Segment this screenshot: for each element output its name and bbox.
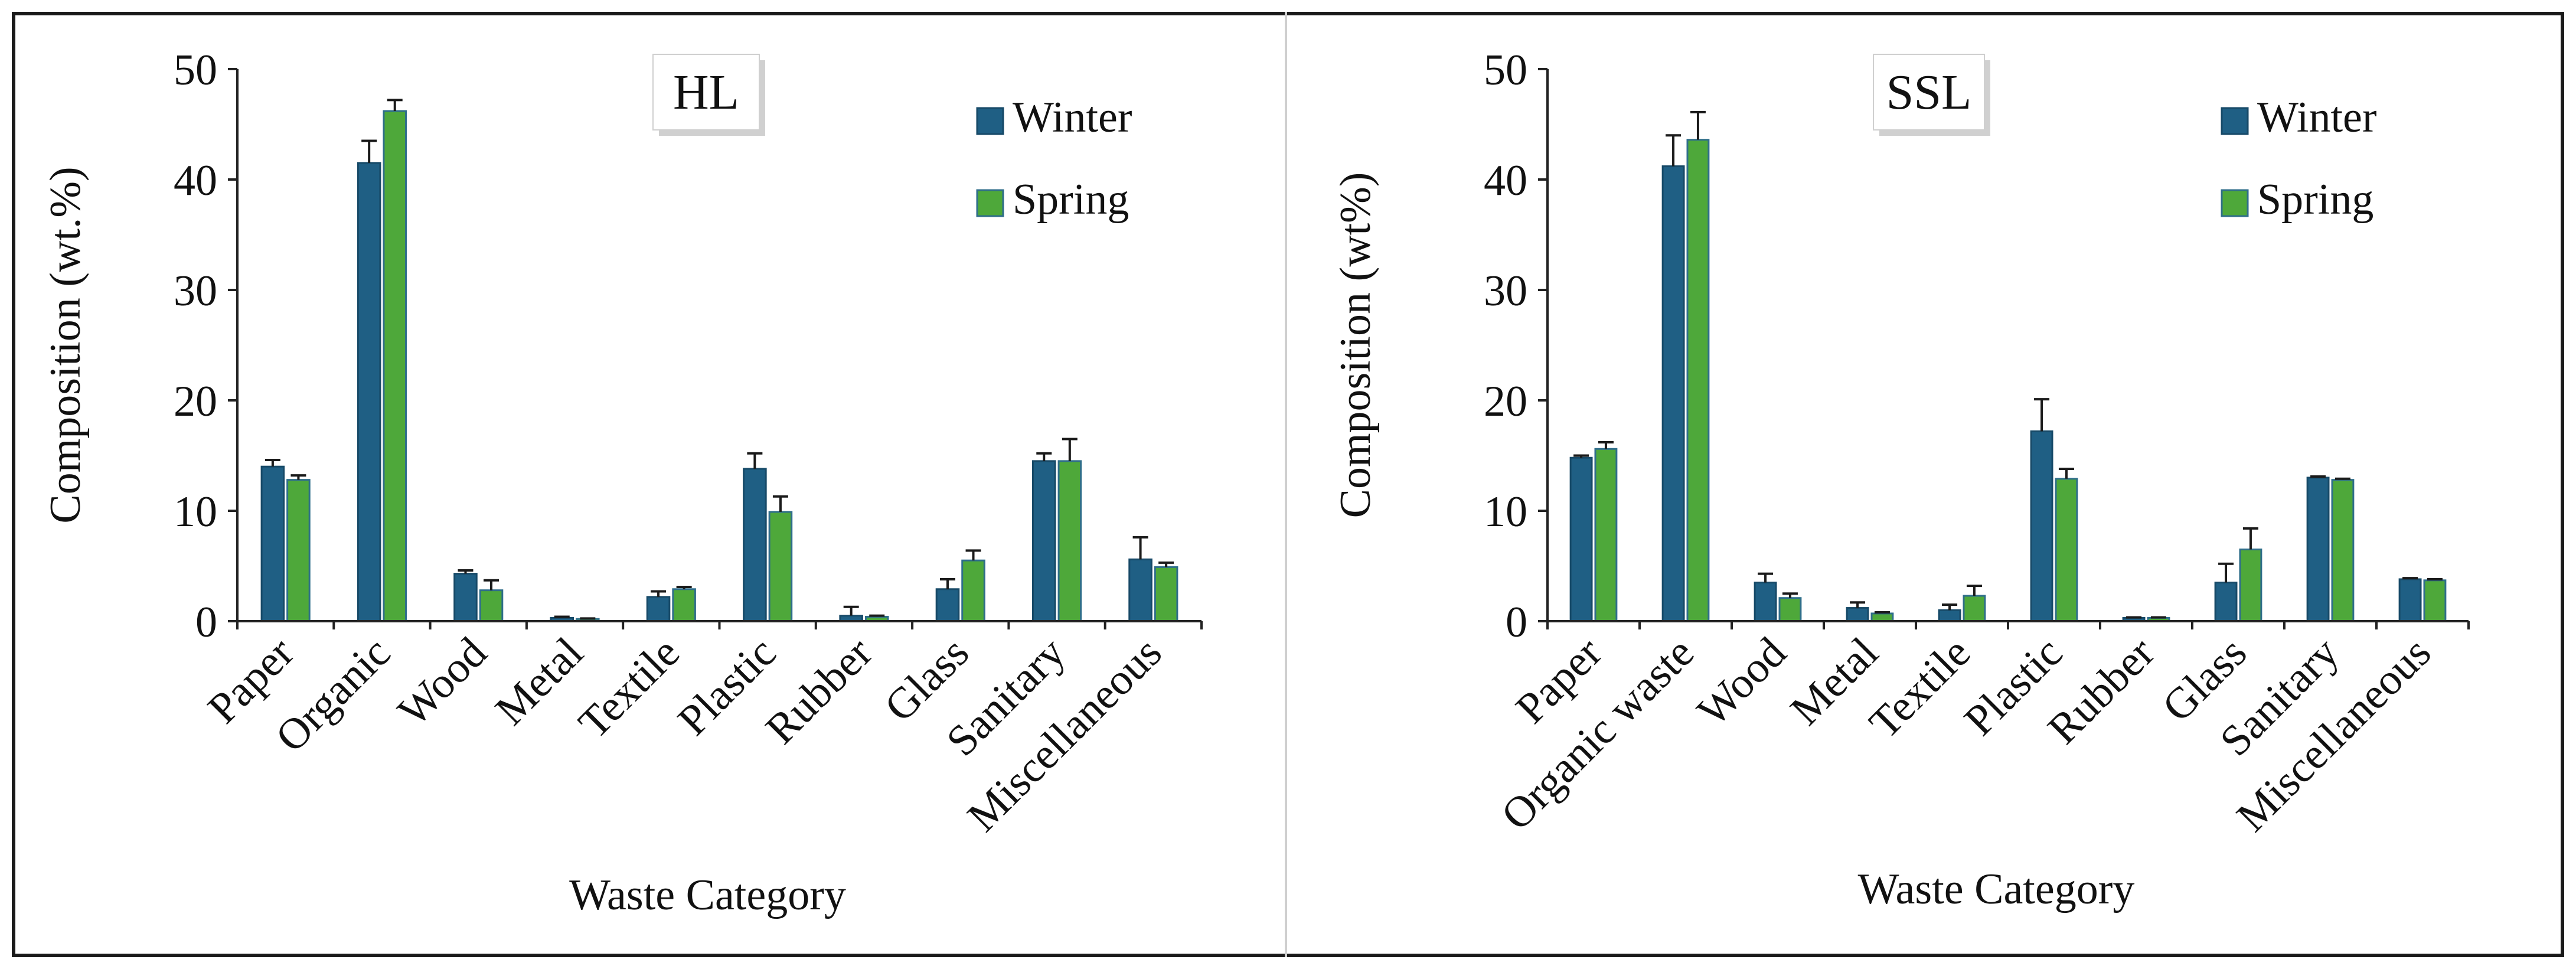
y-tick-label-20: 20: [1484, 377, 1527, 426]
bar-spring-paper: [1594, 448, 1618, 622]
x-axis-label: Waste Category: [569, 871, 846, 919]
bar-spring-glass: [2239, 548, 2262, 622]
x-axis-label: Waste Category: [1858, 865, 2135, 913]
legend-swatch-spring: [2221, 189, 2249, 217]
y-tick-label-30: 30: [174, 267, 217, 315]
bar-winter-paper: [1569, 456, 1593, 622]
y-tick-label-0: 0: [195, 598, 217, 647]
bar-spring-plastic: [768, 511, 793, 622]
bar-winter-plastic: [2030, 430, 2053, 622]
y-axis-label: Composition (wt%): [1331, 172, 1380, 518]
y-tick-label-0: 0: [1506, 598, 1527, 647]
bar-winter-plastic: [743, 468, 767, 622]
legend-swatch-winter: [2221, 107, 2249, 135]
bar-spring-glass: [961, 559, 985, 622]
bar-spring-organic-waste: [1686, 139, 1710, 622]
bar-winter-miscellaneous: [2398, 578, 2422, 622]
bar-winter-wood: [453, 573, 478, 622]
x-tick-label-textile: Textile: [1860, 628, 1980, 748]
y-tick-label-20: 20: [174, 377, 217, 426]
bar-marks: [260, 99, 1178, 622]
axes: [1538, 68, 2470, 629]
legend-label-winter: Winter: [1013, 93, 1132, 142]
chart-title: SSL: [1886, 65, 1972, 120]
legend-label-spring: Spring: [2257, 175, 2373, 224]
x-tick-label-rubber: Rubber: [2039, 628, 2164, 753]
bar-winter-wood: [1754, 582, 1777, 622]
legend: Winter Spring: [2221, 93, 2377, 224]
bar-winter-glass: [2214, 582, 2238, 622]
bar-marks: [1569, 110, 2447, 622]
bar-spring-sanitary: [2331, 479, 2355, 622]
legend-label-spring: Spring: [1013, 175, 1129, 224]
bar-spring-wood: [1778, 597, 1802, 622]
y-tick-label-40: 40: [1484, 156, 1527, 205]
legend-swatch-winter: [976, 107, 1004, 135]
y-tick-labels: 0 10 20 30 40 50: [1484, 46, 1527, 647]
legend: Winter Spring: [976, 93, 1132, 224]
chart-title-box: HL: [652, 54, 765, 136]
y-tick-label-50: 50: [1484, 46, 1527, 94]
y-tick-labels: 0 10 20 30 40 50: [174, 46, 217, 647]
bar-spring-organic: [383, 110, 407, 622]
bar-spring-plastic: [2055, 478, 2078, 622]
axes: [228, 68, 1203, 629]
bar-winter-organic-waste: [1661, 165, 1685, 622]
bar-spring-textile: [1963, 595, 1986, 622]
y-tick-label-30: 30: [1484, 267, 1527, 315]
legend-label-winter: Winter: [2257, 93, 2377, 142]
bar-spring-wood: [479, 589, 504, 622]
y-axis-label: Composition (wt.%): [41, 167, 90, 523]
x-tick-label-wood: Wood: [1688, 628, 1795, 736]
y-tick-label-10: 10: [1484, 488, 1527, 536]
bar-spring-sanitary: [1057, 460, 1082, 622]
bar-winter-textile: [1938, 609, 1961, 622]
bar-winter-sanitary: [2306, 477, 2330, 622]
bar-spring-paper: [286, 479, 311, 622]
y-tick-label-50: 50: [174, 46, 217, 94]
chart-title-box: SSL: [1873, 54, 1990, 136]
legend-swatch-spring: [976, 189, 1004, 217]
bar-spring-miscellaneous: [2423, 579, 2447, 622]
y-tick-label-10: 10: [174, 488, 217, 536]
chart-title: HL: [673, 65, 739, 120]
panel-divider: [1285, 12, 1287, 957]
bar-winter-metal: [1846, 607, 1869, 622]
figure-frame: [12, 12, 2564, 957]
y-tick-label-40: 40: [174, 156, 217, 205]
